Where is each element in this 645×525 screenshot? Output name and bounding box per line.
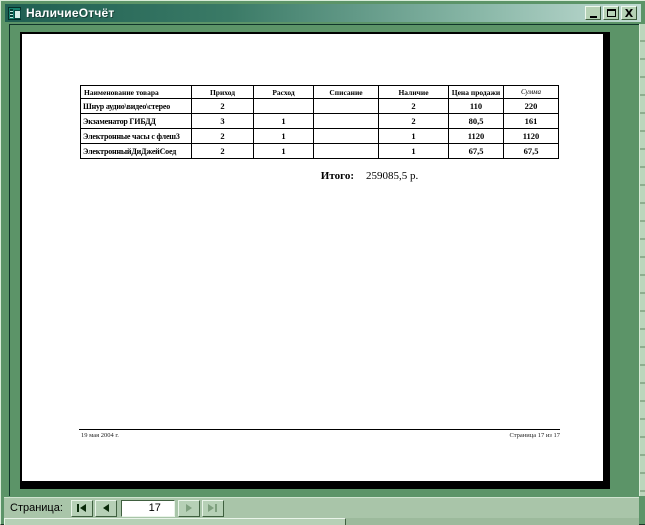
table-cell: 2 <box>191 128 254 144</box>
table-row: ЭлектронныйДиДжейСоед 2 1 1 67,5 67,5 <box>80 143 559 159</box>
table-row: Электронные часы с флеш3 2 1 1 1120 1120 <box>80 128 559 144</box>
report-page: Наименование товара Приход Расход Списан… <box>20 32 610 489</box>
previous-page-icon <box>102 504 109 512</box>
table-cell: 1120 <box>503 128 559 144</box>
column-header-spisanie: Списание <box>313 85 379 99</box>
footer-date: 19 мая 2004 г. <box>81 432 119 439</box>
table-cell: 80,5 <box>448 113 504 129</box>
table-row: Экзаменатор ГИБДД 3 1 2 80,5 161 <box>80 113 559 129</box>
maximize-button[interactable] <box>603 6 619 20</box>
footer-page-info: Страница 17 из 17 <box>509 432 560 439</box>
table-cell: 161 <box>503 113 559 129</box>
column-header-nalichie: Наличие <box>378 85 449 99</box>
column-header-sum: Сумма <box>503 85 559 99</box>
window-right-edge <box>639 24 645 496</box>
title-bar: НаличиеОтчёт X <box>5 4 641 22</box>
minimize-button[interactable] <box>585 6 601 20</box>
preview-client-area: Наименование товара Приход Расход Списан… <box>9 24 639 496</box>
page-label: Страница: <box>10 502 63 514</box>
last-page-button[interactable] <box>201 499 224 517</box>
footer-divider <box>79 429 560 430</box>
table-cell: 1 <box>253 113 314 129</box>
table-cell: 2 <box>191 143 254 159</box>
last-page-icon <box>208 504 215 512</box>
table-cell <box>313 143 379 159</box>
next-page-icon <box>185 504 192 512</box>
column-header-prihod: Приход <box>191 85 254 99</box>
table-header-row: Наименование товара Приход Расход Списан… <box>80 85 559 99</box>
horizontal-scrollbar[interactable] <box>4 518 639 525</box>
column-header-price: Цена продажи <box>448 85 504 99</box>
page-navigation-bar: Страница: <box>4 497 639 518</box>
table-cell: 1 <box>378 143 449 159</box>
table-cell: ЭлектронныйДиДжейСоед <box>80 143 192 159</box>
minimize-icon <box>589 15 597 18</box>
window-controls: X <box>585 6 639 20</box>
report-table: Наименование товара Приход Расход Списан… <box>80 85 559 159</box>
table-cell: 1120 <box>448 128 504 144</box>
table-cell: 1 <box>378 128 449 144</box>
horizontal-scrollbar-thumb[interactable] <box>4 518 346 525</box>
maximize-icon <box>606 9 616 17</box>
table-cell <box>313 128 379 144</box>
page-number-input[interactable] <box>120 499 175 517</box>
window-title: НаличиеОтчёт <box>26 6 115 20</box>
table-cell <box>313 113 379 129</box>
previous-page-button[interactable] <box>94 499 117 517</box>
column-header-name: Наименование товара <box>80 85 192 99</box>
table-cell: 110 <box>448 98 504 114</box>
table-row: Шнур аудио\видео\стерео 2 2 110 220 <box>80 98 559 114</box>
first-page-icon <box>77 504 80 512</box>
close-icon: X <box>624 6 634 20</box>
table-cell: 2 <box>191 98 254 114</box>
table-cell <box>253 98 314 114</box>
table-cell <box>313 98 379 114</box>
table-cell: 1 <box>253 143 314 159</box>
table-cell: Шнур аудио\видео\стерео <box>80 98 192 114</box>
table-cell: 67,5 <box>503 143 559 159</box>
table-cell: 1 <box>253 128 314 144</box>
table-cell: 3 <box>191 113 254 129</box>
report-icon <box>8 6 21 20</box>
table-cell: 2 <box>378 98 449 114</box>
next-page-button[interactable] <box>177 499 200 517</box>
total-label: Итого: <box>320 170 354 182</box>
table-cell: Электронные часы с флеш3 <box>80 128 192 144</box>
table-cell: 2 <box>378 113 449 129</box>
table-cell: 67,5 <box>448 143 504 159</box>
close-button[interactable]: X <box>621 6 637 20</box>
table-cell: Экзаменатор ГИБДД <box>80 113 192 129</box>
first-page-button[interactable] <box>70 499 93 517</box>
total-value: 259085,5 р. <box>366 170 419 182</box>
column-header-rashod: Расход <box>253 85 314 99</box>
table-cell: 220 <box>503 98 559 114</box>
